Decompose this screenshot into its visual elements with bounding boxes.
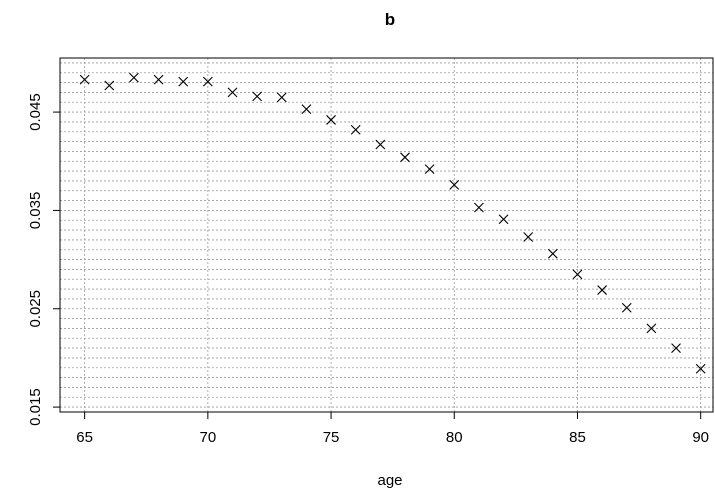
x-tick-label: 90 bbox=[692, 429, 709, 446]
x-axis-label: age bbox=[377, 472, 402, 489]
x-tick-label: 80 bbox=[446, 429, 463, 446]
data-point bbox=[301, 104, 312, 115]
marker-stroke bbox=[621, 302, 632, 313]
data-point bbox=[153, 74, 164, 85]
data-point bbox=[375, 139, 386, 150]
marker-stroke bbox=[523, 232, 534, 242]
marker-stroke bbox=[202, 76, 213, 87]
marker-stroke bbox=[474, 202, 484, 213]
marker-stroke bbox=[597, 285, 608, 295]
marker-stroke bbox=[449, 179, 460, 190]
data-point bbox=[646, 323, 657, 334]
plot-frame bbox=[59, 57, 714, 413]
marker-stroke bbox=[301, 104, 312, 115]
data-point bbox=[621, 302, 632, 313]
x-tick-label: 75 bbox=[323, 429, 340, 446]
data-point bbox=[252, 91, 263, 102]
data-point bbox=[474, 202, 484, 213]
y-tick-label: 0.025 bbox=[27, 290, 44, 328]
marker-stroke bbox=[424, 164, 435, 175]
data-point bbox=[424, 164, 435, 175]
marker-stroke bbox=[104, 80, 115, 91]
y-tick-label: 0.015 bbox=[27, 388, 44, 426]
y-tick-label: 0.045 bbox=[27, 93, 44, 131]
marker-stroke bbox=[178, 76, 189, 87]
data-point bbox=[178, 76, 189, 87]
axes: 65 70 75 80 85 90 0.015 0.025 0.035 0.045 bbox=[27, 57, 714, 446]
marker-stroke bbox=[276, 92, 287, 103]
marker-stroke bbox=[646, 323, 657, 334]
data-point bbox=[572, 269, 583, 280]
marker-stroke bbox=[129, 72, 139, 83]
marker-stroke bbox=[79, 74, 90, 85]
data-point bbox=[79, 74, 90, 85]
data-point bbox=[695, 363, 706, 374]
marker-stroke bbox=[227, 87, 238, 98]
grid bbox=[60, 58, 713, 412]
x-tick-label: 85 bbox=[569, 429, 586, 446]
data-point bbox=[350, 124, 361, 135]
data-point bbox=[227, 87, 238, 98]
marker-stroke bbox=[400, 152, 410, 163]
data-point bbox=[202, 76, 213, 87]
marker-stroke bbox=[350, 124, 361, 135]
marker-stroke bbox=[695, 363, 706, 374]
marker-stroke bbox=[375, 139, 386, 150]
data-point bbox=[449, 179, 460, 190]
data-point bbox=[597, 285, 608, 295]
data-point bbox=[276, 92, 287, 103]
data-point bbox=[104, 80, 115, 91]
x-tick-label: 65 bbox=[76, 429, 93, 446]
marker-stroke bbox=[547, 248, 558, 259]
data-point bbox=[129, 72, 139, 83]
marker-stroke bbox=[153, 74, 164, 85]
marker-stroke bbox=[671, 343, 681, 353]
marker-stroke bbox=[252, 91, 263, 102]
data-point bbox=[671, 343, 681, 353]
y-tick-label: 0.035 bbox=[27, 192, 44, 230]
data-point bbox=[547, 248, 558, 259]
data-point bbox=[523, 232, 534, 242]
data-point bbox=[400, 152, 410, 163]
data-points bbox=[79, 72, 706, 374]
data-point bbox=[498, 214, 509, 225]
chart-title: b bbox=[385, 10, 395, 29]
x-tick-label: 70 bbox=[200, 429, 217, 446]
marker-stroke bbox=[326, 115, 336, 125]
marker-stroke bbox=[498, 214, 509, 225]
marker-stroke bbox=[572, 269, 583, 280]
data-point bbox=[326, 115, 336, 125]
